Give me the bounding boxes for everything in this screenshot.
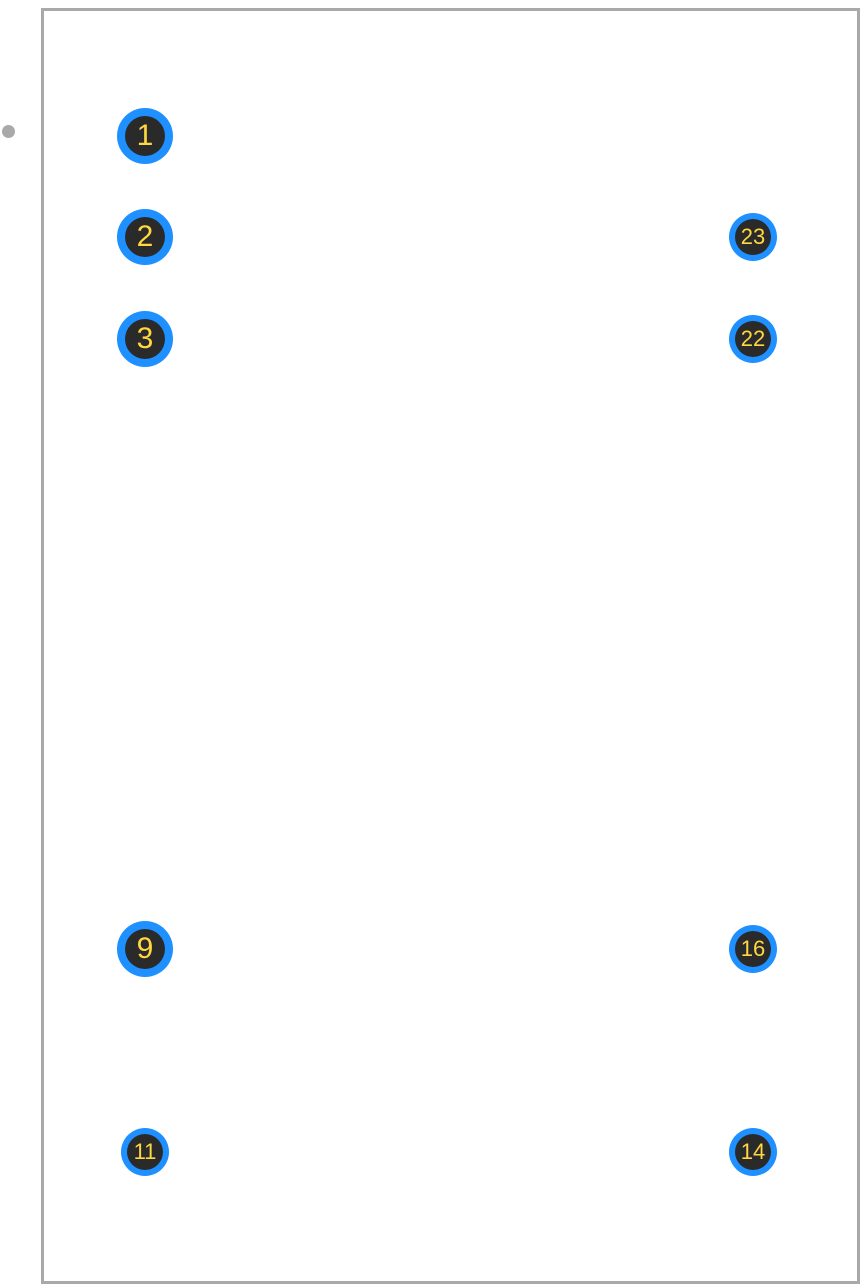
pad-label: 23 xyxy=(741,224,765,250)
pad-label: 11 xyxy=(134,1139,157,1165)
pad-label: 22 xyxy=(741,326,765,352)
pad-label: 3 xyxy=(137,322,154,356)
pad-label: 1 xyxy=(137,119,154,153)
pad-2: 2 xyxy=(117,209,173,265)
pad-14: 14 xyxy=(729,1128,777,1176)
pad-22: 22 xyxy=(729,315,777,363)
pin1-indicator-dot xyxy=(2,125,15,138)
pad-23: 23 xyxy=(729,213,777,261)
pad-label: 14 xyxy=(741,1139,765,1165)
pad-1: 1 xyxy=(117,108,173,164)
pad-9: 9 xyxy=(117,921,173,977)
pad-label: 16 xyxy=(741,936,765,962)
pcb-outline xyxy=(41,8,860,1284)
pad-16: 16 xyxy=(729,925,777,973)
pad-label: 9 xyxy=(137,932,154,966)
pad-11: 11 xyxy=(121,1128,169,1176)
pad-label: 2 xyxy=(137,220,154,254)
pad-3: 3 xyxy=(117,311,173,367)
